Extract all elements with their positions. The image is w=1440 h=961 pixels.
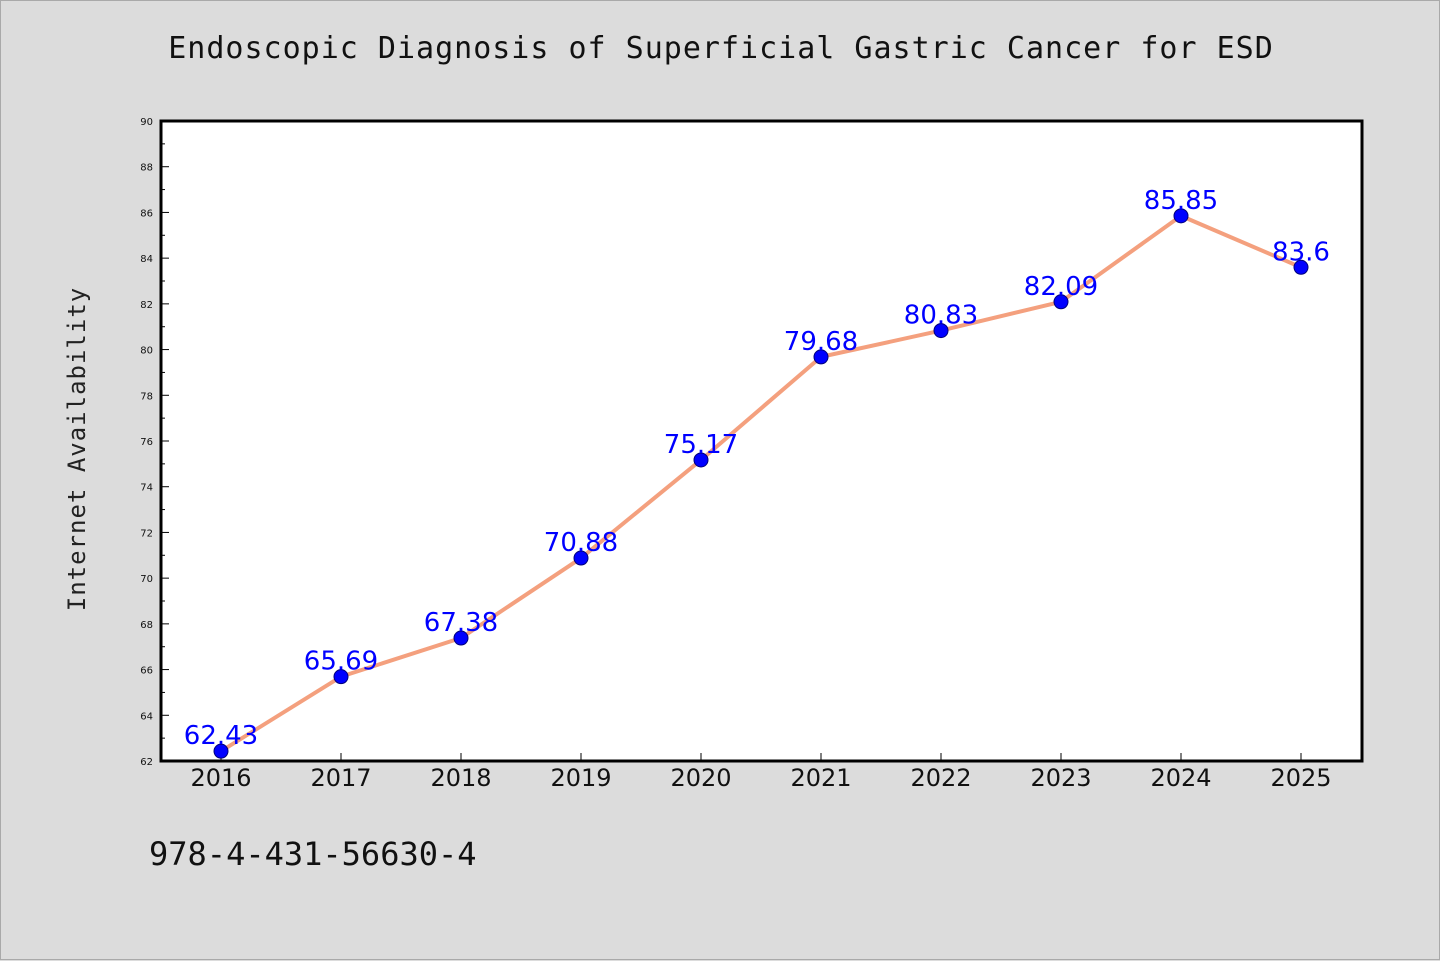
series-line	[219, 213, 1303, 754]
data-label: 80.83	[904, 301, 978, 331]
data-point	[693, 452, 709, 468]
data-label: 62.43	[184, 721, 258, 751]
y-tick-label: 72	[140, 528, 153, 539]
data-point	[453, 630, 469, 646]
data-label: 70.88	[544, 528, 618, 558]
y-tick-label: 80	[140, 346, 153, 357]
y-tick-label: 86	[140, 208, 153, 219]
x-tick-label: 2016	[190, 764, 251, 792]
y-tick-label: 90	[140, 117, 153, 128]
x-tick-label: 2017	[310, 764, 371, 792]
x-tick-label: 2025	[1270, 764, 1331, 792]
chart-title: Endoscopic Diagnosis of Superficial Gast…	[168, 31, 1274, 66]
x-tick-label: 2019	[550, 764, 611, 792]
data-label: 79.68	[784, 327, 858, 357]
footer-code: 978-4-431-56630-4	[149, 835, 477, 873]
x-tick-label: 2021	[790, 764, 851, 792]
series-markers	[213, 208, 1309, 759]
y-tick-label: 82	[140, 300, 153, 311]
y-tick-label: 74	[140, 483, 153, 494]
y-tick-label: 66	[140, 666, 153, 677]
plot-frame	[159, 119, 1364, 763]
y-tick-label: 68	[140, 620, 153, 631]
data-point	[333, 669, 349, 685]
y-tick-label: 62	[140, 757, 153, 768]
data-label: 85.85	[1144, 186, 1218, 216]
data-point	[1053, 294, 1069, 310]
data-point	[933, 323, 949, 339]
y-tick-label: 76	[140, 437, 153, 448]
y-tick-label: 64	[140, 711, 153, 722]
data-labels: 62.43 65.69 67.38 70.88 75.17 79.68 80.83 82.09…	[184, 186, 1330, 751]
x-tick-label: 2018	[430, 764, 491, 792]
x-axis: 2016 2017 2018 2019 2020 2021 2022 2023 2024 2025	[190, 753, 1332, 792]
x-tick-label: 2020	[670, 764, 731, 792]
y-tick-label: 88	[140, 163, 153, 174]
y-tick-label: 70	[140, 574, 153, 585]
data-label: 67.38	[424, 608, 498, 638]
data-point	[1293, 259, 1309, 275]
data-point	[213, 743, 229, 759]
x-tick-label: 2023	[1030, 764, 1091, 792]
data-point	[1173, 208, 1189, 224]
y-tick-label: 84	[140, 254, 153, 265]
data-label: 75.17	[664, 430, 738, 460]
data-point	[573, 550, 589, 566]
data-label: 83.6	[1272, 237, 1330, 267]
data-label: 82.09	[1024, 272, 1098, 302]
data-label: 65.69	[304, 647, 378, 677]
x-tick-label: 2024	[1150, 764, 1211, 792]
data-point	[813, 349, 829, 365]
y-tick-label: 78	[140, 391, 153, 402]
x-tick-label: 2022	[910, 764, 971, 792]
